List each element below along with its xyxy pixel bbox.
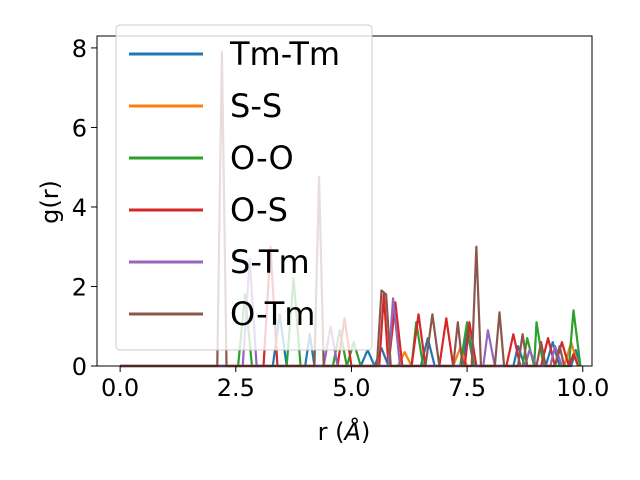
x-tick-label: 5.0: [332, 374, 370, 402]
ticks: 0.0 2.5 5.0 7.5 10.0 0 2 4 6 8: [72, 35, 610, 402]
x-tick-label: 10.0: [556, 374, 609, 402]
legend-label-s-s: S-S: [230, 87, 282, 125]
legend-label-tm-tm: Tm-Tm: [229, 35, 340, 73]
y-tick-label: 2: [72, 273, 87, 301]
y-tick-label: 8: [72, 35, 87, 63]
x-tick-label: 7.5: [448, 374, 486, 402]
x-axis-label: r (Å): [318, 417, 371, 446]
y-tick-label: 4: [72, 194, 87, 222]
legend-label-o-o: O-O: [230, 139, 294, 177]
legend-label-s-tm: S-Tm: [230, 243, 310, 281]
y-axis-label: g(r): [36, 180, 64, 224]
y-tick-label: 0: [72, 353, 87, 381]
y-tick-label: 6: [72, 114, 87, 142]
x-tick-label: 0.0: [101, 374, 139, 402]
legend: Tm-Tm S-S O-O O-S S-Tm O-Tm: [115, 24, 373, 351]
legend-label-o-tm: O-Tm: [230, 295, 315, 333]
legend-label-o-s: O-S: [230, 191, 288, 229]
x-tick-label: 2.5: [217, 374, 255, 402]
